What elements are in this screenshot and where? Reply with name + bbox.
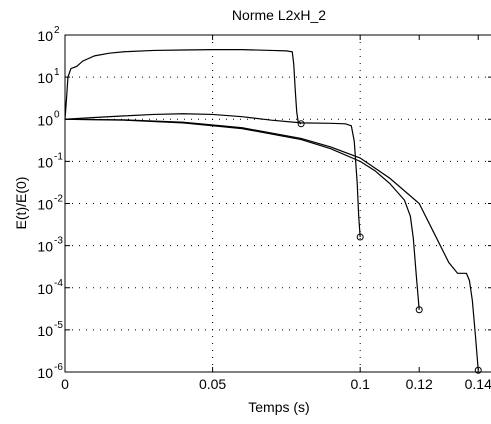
y-tick-label-exponent: -6 [54, 362, 63, 373]
y-tick-label: 10 [37, 70, 53, 86]
y-tick-label: 10 [37, 154, 53, 170]
series-end-marker-3 [415, 306, 423, 314]
y-tick-label: 10 [37, 112, 53, 128]
series-line-2 [64, 113, 361, 238]
x-tick-label: 0.05 [199, 376, 226, 392]
x-axis-label: Temps (s) [248, 399, 309, 415]
y-tick-label: 10 [37, 323, 53, 339]
y-axis-label: E(t)/E(0) [13, 177, 29, 230]
series-line-3 [64, 118, 420, 310]
y-tick-label-exponent: -5 [54, 320, 63, 331]
y-tick-label-base: 10 [37, 197, 53, 213]
y-tick-label-exponent: -2 [54, 194, 63, 205]
y-tick-label: 10 [37, 28, 53, 44]
y-tick-label-exponent: 0 [54, 109, 60, 120]
y-tick-label: 10 [37, 197, 53, 213]
y-tick-label-base: 10 [37, 365, 53, 381]
x-tick-label: 0.14 [465, 376, 491, 392]
y-tick-label-base: 10 [37, 154, 53, 170]
grid-lines [65, 35, 491, 372]
axis-ticks: 10 210 110 010 -110 -210 -310 -410 -510 -60 0.05 0.… [37, 25, 491, 392]
series-end-marker-1 [297, 120, 305, 128]
y-tick-label-exponent: -4 [54, 278, 63, 289]
series-end-marker-2 [356, 233, 364, 241]
y-tick-label: 10 [37, 365, 53, 381]
series-line-1 [64, 49, 302, 125]
y-tick-label-base: 10 [37, 28, 53, 44]
y-tick-label-base: 10 [37, 281, 53, 297]
y-tick-label-exponent: 2 [54, 25, 60, 36]
chart-title: Norme L2xH_2 [232, 7, 326, 23]
y-tick-label-base: 10 [37, 112, 53, 128]
y-tick-label-base: 10 [37, 323, 53, 339]
y-tick-label-exponent: -3 [54, 236, 63, 247]
y-tick-label: 10 [37, 281, 53, 297]
x-tick-label: 0 [61, 376, 69, 392]
series-line-4 [64, 118, 479, 371]
x-tick-label: 0.1 [350, 376, 370, 392]
y-tick-label: 10 [37, 239, 53, 255]
x-tick-label: 0.12 [406, 376, 433, 392]
y-tick-label-exponent: -1 [54, 151, 63, 162]
y-tick-label-exponent: 1 [54, 67, 60, 78]
data-curves [64, 49, 482, 374]
y-tick-label-base: 10 [37, 239, 53, 255]
y-tick-label-base: 10 [37, 70, 53, 86]
